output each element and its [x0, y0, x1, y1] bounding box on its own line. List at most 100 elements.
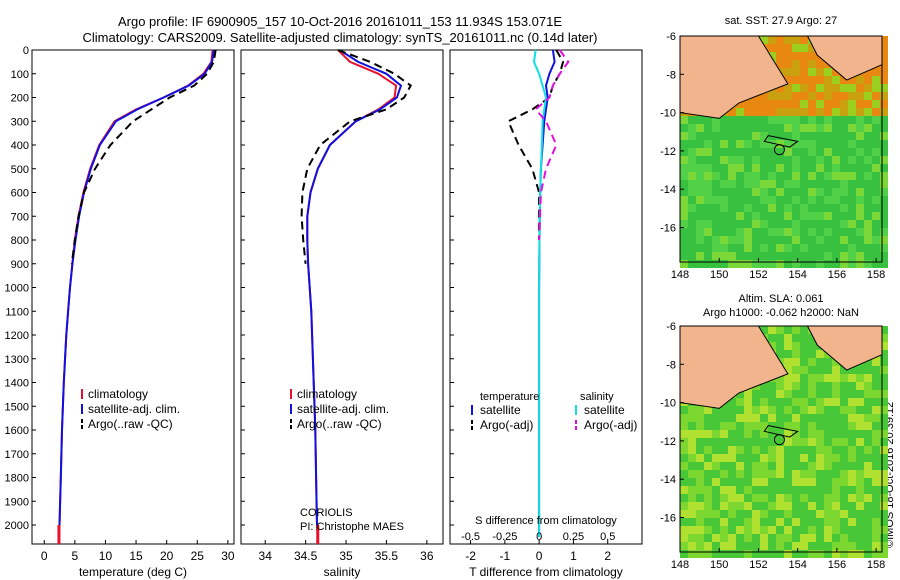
map-cell — [712, 470, 720, 478]
map-cell — [704, 212, 712, 220]
map-cell — [800, 486, 808, 494]
map-cell — [816, 358, 824, 366]
legend-label: Argo(..raw -QC) — [88, 417, 173, 431]
map-cell — [808, 100, 816, 108]
map-cell — [760, 100, 768, 108]
map-cell — [744, 414, 752, 422]
map-cell — [864, 542, 872, 550]
map-cell — [840, 550, 848, 558]
map-cell — [776, 478, 784, 486]
y-tick-label: -8 — [666, 69, 676, 81]
map-cell — [840, 518, 848, 526]
y-tick-label: 1600 — [5, 425, 29, 437]
map-cell — [688, 172, 696, 180]
map-cell — [776, 236, 784, 244]
annotation-text: CORIOLIS — [300, 507, 353, 519]
map-cell — [816, 140, 824, 148]
map-cell — [680, 204, 688, 212]
map-cell — [768, 550, 776, 558]
map-cell — [744, 422, 752, 430]
map-cell — [840, 148, 848, 156]
map-cell — [840, 116, 848, 124]
map-cell — [768, 172, 776, 180]
map-cell — [776, 350, 784, 358]
x-tick-label: 10 — [99, 549, 113, 563]
map-cell — [800, 478, 808, 486]
map-cell — [768, 156, 776, 164]
map-cell — [728, 534, 736, 542]
y-tick-label: -8 — [666, 359, 676, 371]
map-cell — [800, 244, 808, 252]
map-cell — [864, 390, 872, 398]
map-cell — [832, 534, 840, 542]
map-cell — [712, 438, 720, 446]
x-tick-label: 25 — [191, 549, 205, 563]
map-cell — [856, 164, 864, 172]
map-cell — [880, 358, 888, 366]
map-cell — [728, 470, 736, 478]
map-cell — [776, 188, 784, 196]
map-cell — [688, 236, 696, 244]
map-cell — [696, 526, 704, 534]
x-tick-label: -1 — [500, 549, 511, 563]
x-tick-label: 15 — [129, 549, 143, 563]
map-cell — [856, 84, 864, 92]
map-cell — [800, 132, 808, 140]
map-cell — [832, 478, 840, 486]
map-cell — [800, 390, 808, 398]
map-cell — [824, 398, 832, 406]
map-cell — [744, 518, 752, 526]
map-cell — [808, 260, 816, 268]
map-cell — [784, 542, 792, 550]
map-cell — [688, 526, 696, 534]
map-cell — [864, 398, 872, 406]
map-cell — [728, 188, 736, 196]
map-cell — [864, 462, 872, 470]
map-cell — [720, 260, 728, 268]
map-cell — [848, 124, 856, 132]
map-cell — [776, 542, 784, 550]
map-cell — [776, 462, 784, 470]
map-cell — [840, 438, 848, 446]
map-cell — [760, 390, 768, 398]
y-tick-label: -6 — [666, 31, 676, 43]
map-cell — [856, 92, 864, 100]
map-subtitle: Argo h1000: -0.062 h2000: NaN — [703, 307, 859, 319]
map-cell — [880, 212, 888, 220]
map-cell — [832, 164, 840, 172]
map-cell — [808, 132, 816, 140]
map-cell — [784, 132, 792, 140]
map-cell — [848, 510, 856, 518]
map-cell — [808, 494, 816, 502]
map-cell — [848, 534, 856, 542]
map-cell — [824, 358, 832, 366]
map-cell — [752, 470, 760, 478]
map-cell — [784, 350, 792, 358]
map-cell — [752, 252, 760, 260]
map-cell — [824, 422, 832, 430]
map-cell — [744, 542, 752, 550]
map-cell — [776, 414, 784, 422]
map-cell — [848, 446, 856, 454]
map-cell — [752, 148, 760, 156]
map-cell — [808, 550, 816, 558]
map-cell — [864, 236, 872, 244]
map-cell — [800, 84, 808, 92]
map-cell — [848, 212, 856, 220]
x-tick-label: 152 — [749, 559, 767, 571]
map-cell — [864, 478, 872, 486]
map-cell — [752, 212, 760, 220]
map-cell — [864, 486, 872, 494]
map-cell — [696, 196, 704, 204]
map-cell — [792, 132, 800, 140]
map-cell — [760, 260, 768, 268]
map-cell — [736, 188, 744, 196]
map-cell — [752, 542, 760, 550]
map-cell — [696, 252, 704, 260]
map-cell — [752, 188, 760, 196]
map-cell — [720, 172, 728, 180]
map-cell — [864, 196, 872, 204]
map-cell — [880, 446, 888, 454]
map-cell — [720, 454, 728, 462]
map-cell — [720, 132, 728, 140]
